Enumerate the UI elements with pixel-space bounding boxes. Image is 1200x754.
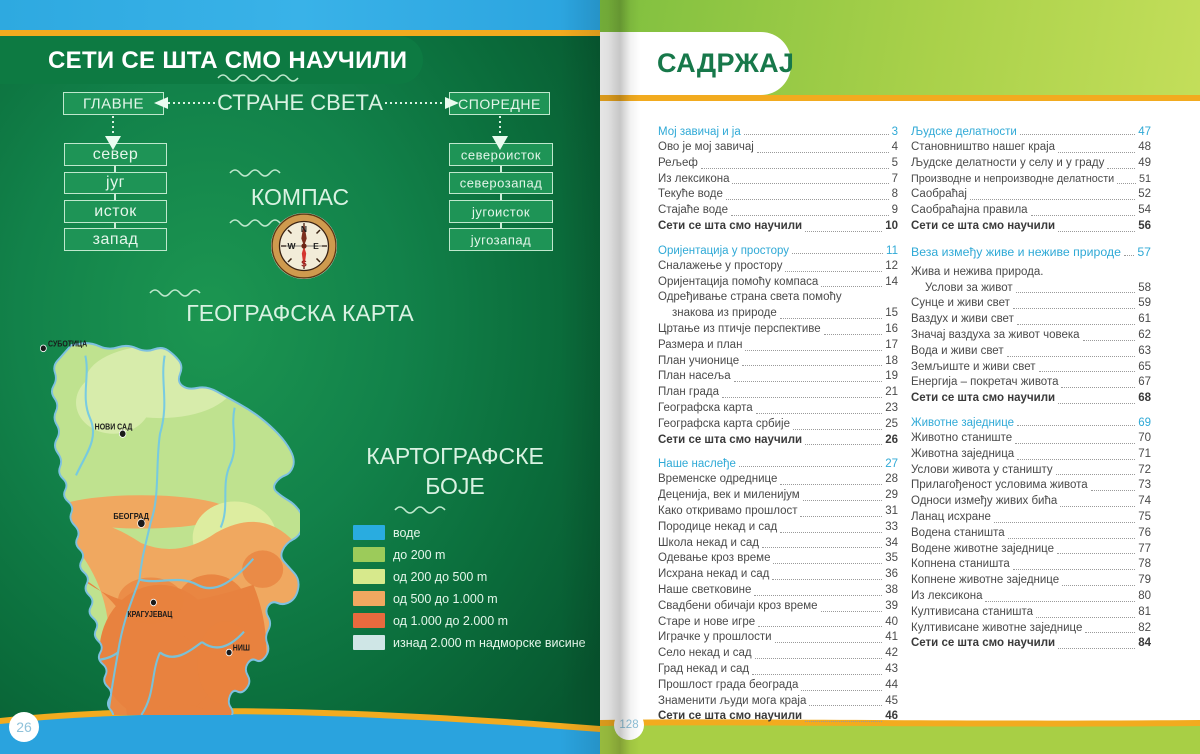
svg-text:КРАГУЈЕВАЦ: КРАГУЈЕВАЦ bbox=[127, 610, 173, 619]
svg-text:НИШ: НИШ bbox=[233, 643, 250, 652]
svg-text:СУБОТИЦА: СУБОТИЦА bbox=[48, 340, 88, 348]
svg-text:БЕОГРАД: БЕОГРАД bbox=[113, 512, 149, 521]
svg-text:S: S bbox=[301, 259, 307, 269]
svg-text:E: E bbox=[313, 241, 319, 251]
svg-text:N: N bbox=[301, 224, 307, 234]
svg-text:W: W bbox=[287, 241, 296, 251]
svg-text:НОВИ САД: НОВИ САД bbox=[95, 422, 133, 431]
